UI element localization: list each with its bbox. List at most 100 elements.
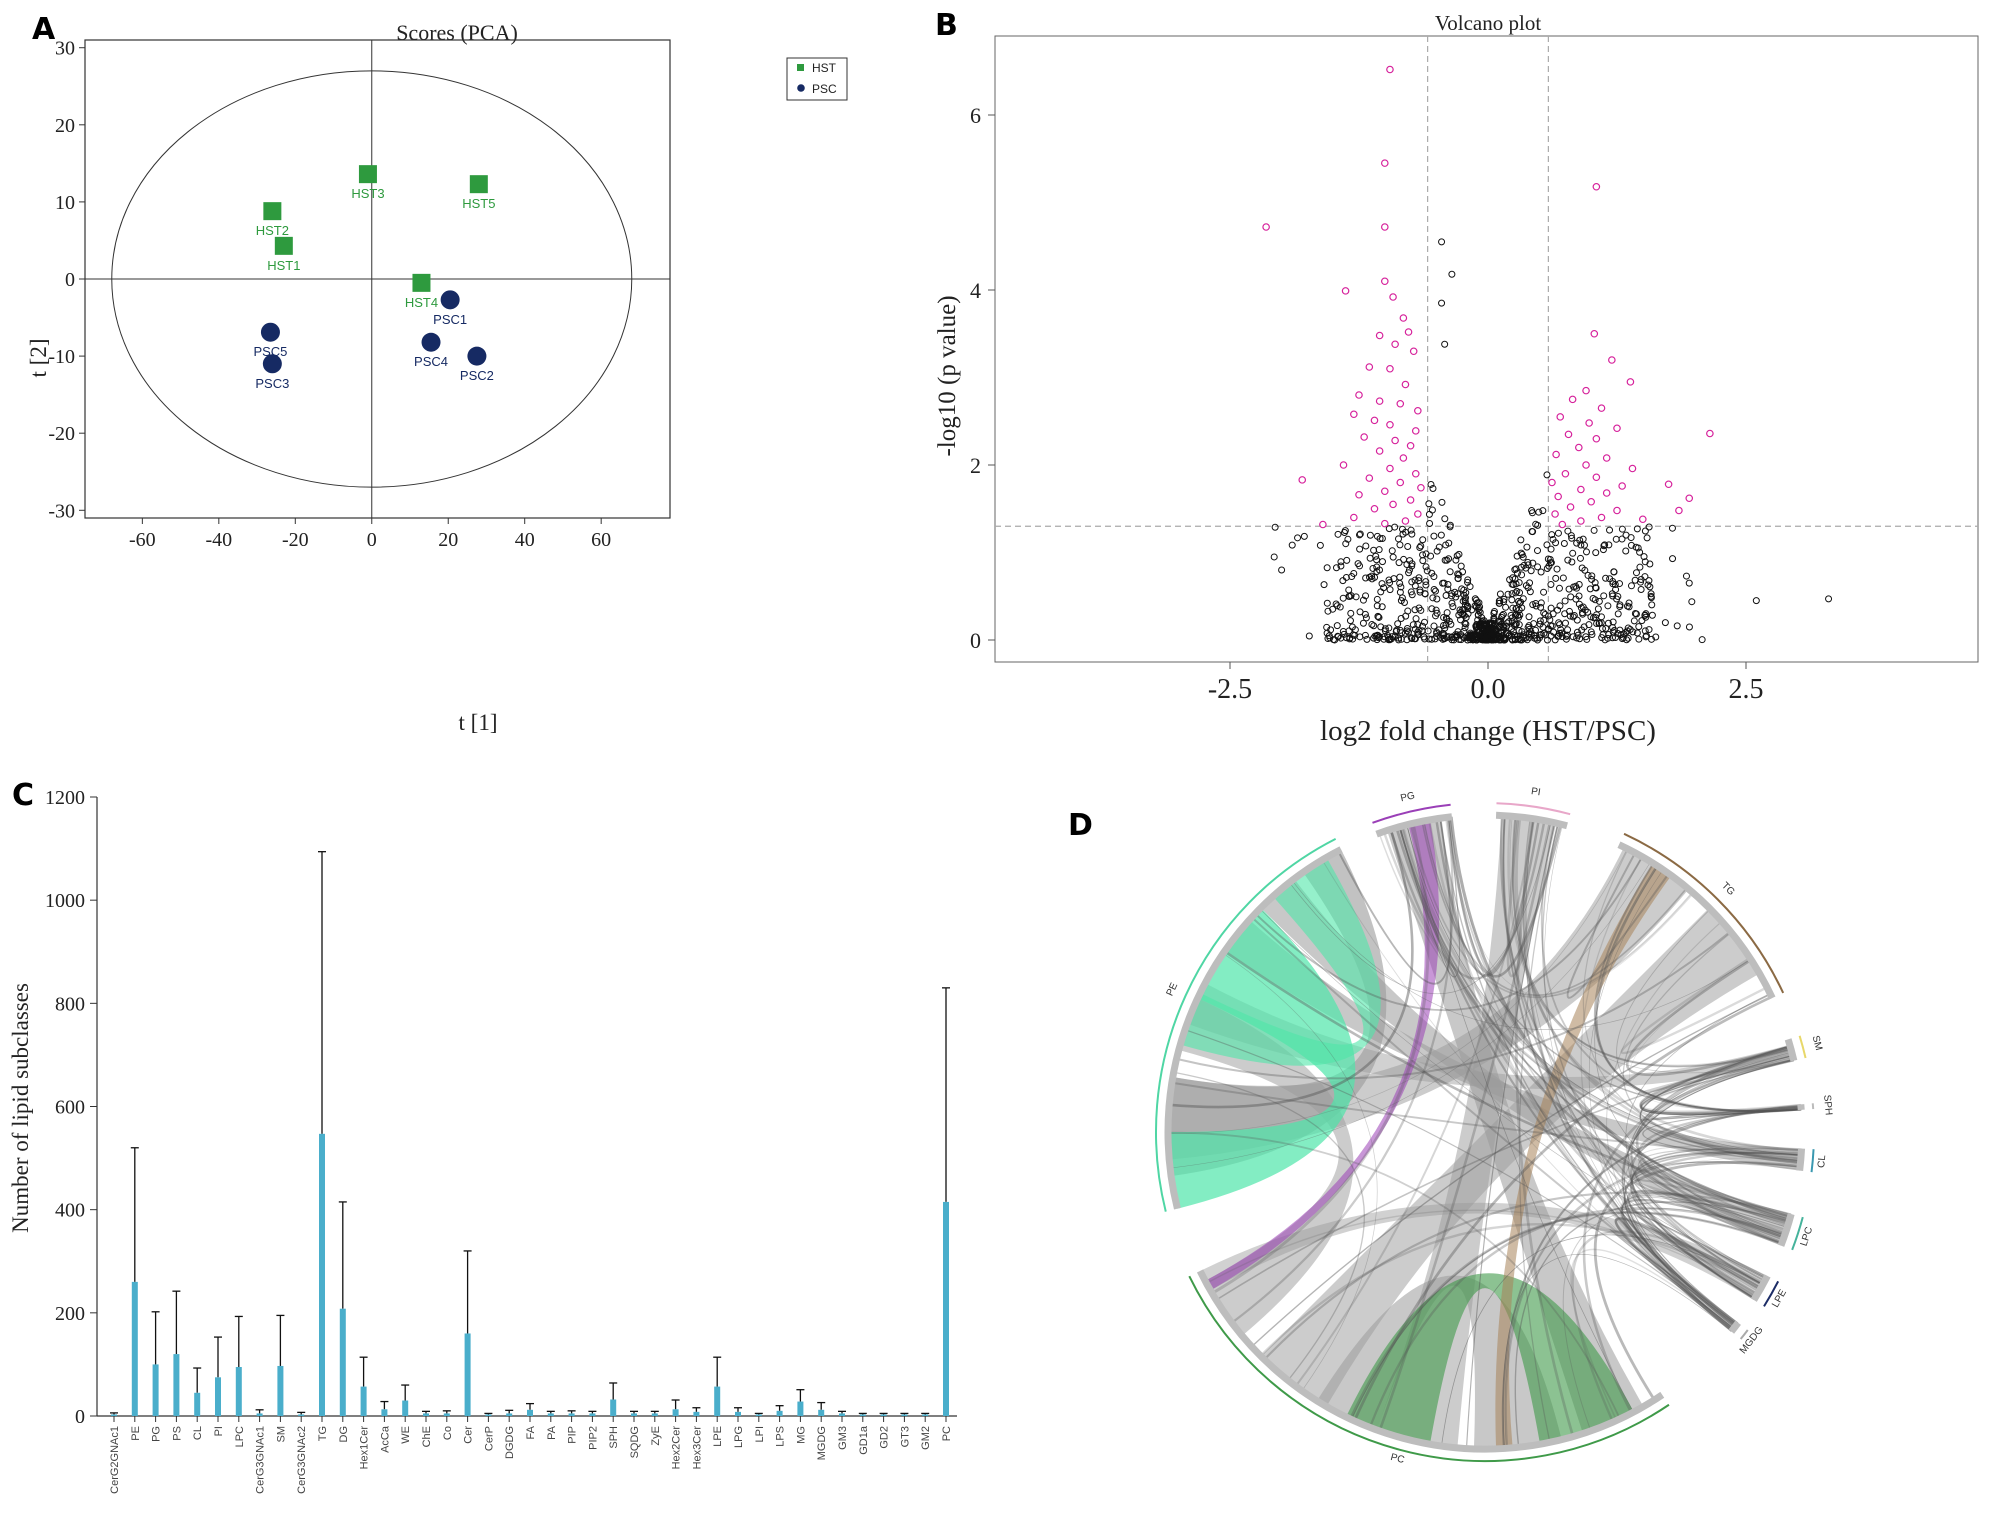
- volcano-point-ns: [1362, 574, 1370, 582]
- bar-category-label: Cer: [463, 1426, 475, 1444]
- volcano-point-ns: [1647, 590, 1655, 598]
- pca-ytick-label: 30: [55, 38, 75, 60]
- volcano-point-ns: [1408, 530, 1416, 538]
- volcano-point-significant: [1587, 497, 1596, 506]
- pca-ytick-label: 0: [65, 269, 75, 291]
- volcano-point-ns: [1537, 568, 1545, 576]
- volcano-point-ns: [1407, 634, 1415, 642]
- chord-thread: [1542, 823, 1766, 1282]
- volcano-point-ns: [1462, 589, 1470, 597]
- chord-thread: [1637, 1106, 1802, 1241]
- bar-hex3cer: [693, 1411, 700, 1416]
- volcano-point-ns: [1614, 610, 1622, 618]
- bar-ytick-label: 0: [75, 1406, 85, 1428]
- volcano-point-ns: [1465, 633, 1473, 641]
- chord-thread: [1211, 822, 1430, 1295]
- chord-thread: [1509, 816, 1794, 1074]
- pca-xtick-label: -40: [205, 529, 232, 551]
- bar-category-label: FA: [525, 1425, 537, 1439]
- legend-psc-marker: [797, 84, 805, 92]
- volcano-point-ns: [1439, 635, 1447, 643]
- chord-thread: [1614, 1217, 1762, 1330]
- volcano-point-ns: [1605, 541, 1613, 549]
- chord-thread: [1251, 916, 1737, 1327]
- volcano-point-ns: [1528, 507, 1536, 515]
- chord-thread: [1619, 1192, 1790, 1332]
- bar-category-label: CerG3GNAc2: [296, 1426, 308, 1494]
- volcano-point-significant: [1406, 441, 1415, 450]
- volcano-point-ns: [1584, 608, 1592, 616]
- bar-category-label: Co: [442, 1426, 454, 1440]
- chord-thread: [1337, 818, 1452, 985]
- chord-thread: [1540, 822, 1802, 1112]
- volcano-point-ns: [1323, 564, 1331, 572]
- volcano-point-ns: [1368, 572, 1376, 580]
- bar-category-label: DGDG: [504, 1426, 516, 1459]
- pca-point-label: PSC5: [253, 344, 287, 359]
- volcano-point-ns: [1547, 559, 1555, 567]
- volcano-point-ns: [1556, 602, 1564, 610]
- volcano-point-ns: [1396, 579, 1404, 587]
- volcano-point-ns: [1433, 630, 1441, 638]
- volcano-point-ns: [1661, 619, 1669, 627]
- volcano-point-ns: [1428, 635, 1436, 643]
- volcano-point-ns: [1422, 581, 1430, 589]
- volcano-point-ns: [1415, 577, 1423, 585]
- chord-thread: [1639, 1047, 1802, 1116]
- bar-category-label: PA: [546, 1425, 558, 1440]
- bar-cl: [194, 1392, 201, 1416]
- pca-point-label: HST1: [267, 258, 300, 273]
- volcano-point-ns: [1420, 618, 1428, 626]
- volcano-point-ns: [1363, 635, 1371, 643]
- volcano-point-ns: [1461, 619, 1469, 627]
- chord-track-pe: [1164, 846, 1343, 1210]
- chord-thread: [1640, 1055, 1802, 1116]
- volcano-point-significant: [1568, 395, 1577, 404]
- bar-cerg3gnac2: [298, 1414, 305, 1416]
- volcano-point-ns: [1271, 523, 1279, 531]
- bar-category-label: Hex2Cer: [671, 1426, 683, 1470]
- chord-pc-pe: [1178, 998, 1354, 1336]
- chord-track-pc: [1196, 1269, 1665, 1453]
- volcano-point-ns: [1602, 574, 1610, 582]
- volcano-point-ns: [1609, 592, 1617, 600]
- chord-thread: [1206, 1209, 1758, 1295]
- volcano-point-ns: [1347, 592, 1355, 600]
- volcano-point-ns: [1544, 625, 1552, 633]
- volcano-point-ns: [1421, 635, 1429, 643]
- volcano-point-significant: [1355, 490, 1363, 499]
- volcano-point-ns: [1452, 593, 1460, 601]
- volcano-point-ns: [1480, 636, 1488, 644]
- chord-thread: [1514, 1201, 1790, 1448]
- legend-hst-marker: [797, 64, 804, 71]
- volcano-point-ns: [1525, 622, 1533, 630]
- volcano-point-ns: [1475, 599, 1483, 607]
- volcano-point-ns: [1473, 620, 1481, 628]
- pca-point-label: HST5: [462, 196, 495, 211]
- volcano-point-ns: [1577, 604, 1585, 612]
- bar-category-label: Hex3Cer: [691, 1426, 703, 1470]
- volcano-point-ns: [1685, 579, 1693, 587]
- bar-fa: [527, 1409, 533, 1416]
- chord-thread: [1400, 825, 1756, 1301]
- volcano-point-significant: [1602, 454, 1611, 462]
- volcano-point-ns: [1553, 565, 1561, 573]
- volcano-point-significant: [1341, 287, 1350, 295]
- volcano-point-ns: [1511, 636, 1519, 644]
- volcano-point-ns: [1430, 532, 1438, 540]
- chord-thread: [1368, 1207, 1786, 1428]
- volcano-point-ns: [1682, 572, 1690, 580]
- bar-category-label: DG: [338, 1426, 350, 1443]
- pca-point-hst5: [469, 175, 488, 194]
- chord-thread: [1625, 993, 1771, 1285]
- volcano-point-ns: [1288, 541, 1296, 549]
- chord-label-cl: CL: [1816, 1154, 1828, 1168]
- volcano-point-ns: [1448, 270, 1456, 278]
- chord-thread: [1566, 852, 1670, 999]
- volcano-point-significant: [1389, 293, 1397, 301]
- volcano-point-significant: [1386, 364, 1394, 373]
- volcano-point-ns: [1525, 613, 1533, 621]
- chord-thread: [1515, 816, 1801, 1163]
- volcano-point-ns: [1520, 634, 1528, 642]
- volcano-point-ns: [1377, 623, 1385, 631]
